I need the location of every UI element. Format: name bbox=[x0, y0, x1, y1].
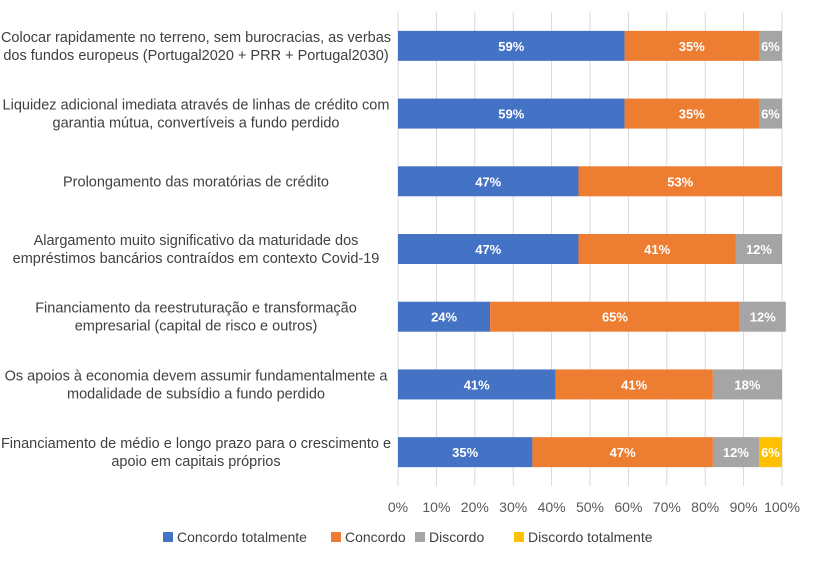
category-label: empresarial (capital de risco e outros) bbox=[75, 319, 318, 335]
data-label: 35% bbox=[679, 107, 705, 122]
bar-segment bbox=[398, 30, 625, 61]
data-label: 41% bbox=[464, 377, 490, 392]
category-label: Os apoios à economia devem assumir funda… bbox=[5, 368, 389, 384]
x-tick-label: 100% bbox=[764, 499, 800, 515]
bar-segment bbox=[578, 166, 782, 197]
data-label: 35% bbox=[452, 445, 478, 460]
bar-segment bbox=[758, 30, 782, 61]
bar-segment bbox=[555, 369, 713, 400]
bar-segment bbox=[398, 98, 625, 129]
legend-label: Concordo bbox=[345, 529, 406, 545]
bar-segment bbox=[758, 437, 782, 468]
x-tick-label: 60% bbox=[614, 499, 642, 515]
bar-segment bbox=[398, 166, 579, 197]
category-label: Financiamento da reestruturação e transf… bbox=[35, 301, 357, 317]
legend-swatch bbox=[331, 532, 341, 542]
bar-segment bbox=[739, 301, 786, 332]
x-tick-label: 30% bbox=[499, 499, 527, 515]
x-tick-label: 40% bbox=[538, 499, 566, 515]
bar-segment bbox=[398, 369, 556, 400]
x-tick-label: 90% bbox=[730, 499, 758, 515]
bar-segment bbox=[758, 98, 782, 129]
data-label: 53% bbox=[667, 174, 693, 189]
bar-segment bbox=[490, 301, 740, 332]
category-label: Financiamento de médio e longo prazo par… bbox=[1, 436, 391, 452]
data-label: 35% bbox=[679, 39, 705, 54]
category-label: empréstimos bancários contraídos em cont… bbox=[13, 251, 380, 267]
category-label: Colocar rapidamente no terreno, sem buro… bbox=[1, 30, 391, 46]
legend-swatch bbox=[163, 532, 173, 542]
x-tick-label: 70% bbox=[653, 499, 681, 515]
data-label: 18% bbox=[734, 377, 760, 392]
data-label: 41% bbox=[644, 242, 670, 257]
data-label: 12% bbox=[723, 445, 749, 460]
data-label: 6% bbox=[761, 107, 780, 122]
bar-segment bbox=[624, 98, 759, 129]
legend-swatch bbox=[415, 532, 425, 542]
data-label: 47% bbox=[475, 174, 501, 189]
category-label: dos fundos europeus (Portugal2020 + PRR … bbox=[3, 48, 388, 64]
bar-segment bbox=[712, 369, 782, 400]
data-label: 12% bbox=[746, 242, 772, 257]
data-label: 47% bbox=[610, 445, 636, 460]
category-label: apoio em capitais próprios bbox=[111, 454, 280, 470]
category-label: modalidade de subsídio a fundo perdido bbox=[67, 386, 325, 402]
category-label: garantia mútua, convertíveis a fundo per… bbox=[53, 116, 340, 132]
data-label: 41% bbox=[621, 377, 647, 392]
legend-swatch bbox=[514, 532, 524, 542]
bar-segment bbox=[532, 437, 713, 468]
x-tick-label: 20% bbox=[461, 499, 489, 515]
data-label: 12% bbox=[750, 310, 776, 325]
bar-segment bbox=[398, 234, 579, 264]
category-label: Prolongamento das moratórias de crédito bbox=[63, 174, 329, 190]
legend-label: Discordo bbox=[429, 529, 484, 545]
bar-segment bbox=[712, 437, 759, 468]
data-label: 59% bbox=[498, 39, 524, 54]
bar-segment bbox=[578, 234, 736, 264]
bar-segment bbox=[735, 234, 782, 264]
data-label: 6% bbox=[761, 445, 780, 460]
data-label: 59% bbox=[498, 107, 524, 122]
data-label: 24% bbox=[431, 310, 457, 325]
bar-segment bbox=[398, 437, 533, 468]
x-tick-label: 50% bbox=[576, 499, 604, 515]
category-label: Liquidez adicional imediata através de l… bbox=[3, 98, 390, 114]
category-label: Alargamento muito significativo da matur… bbox=[34, 233, 359, 249]
legend-label: Discordo totalmente bbox=[528, 529, 653, 545]
bar-segment bbox=[624, 30, 759, 61]
x-tick-label: 0% bbox=[388, 499, 408, 515]
data-label: 65% bbox=[602, 310, 628, 325]
data-label: 6% bbox=[761, 39, 780, 54]
x-tick-label: 10% bbox=[422, 499, 450, 515]
data-label: 47% bbox=[475, 242, 501, 257]
bar-segment bbox=[398, 301, 491, 332]
x-tick-label: 80% bbox=[691, 499, 719, 515]
legend-label: Concordo totalmente bbox=[177, 529, 307, 545]
